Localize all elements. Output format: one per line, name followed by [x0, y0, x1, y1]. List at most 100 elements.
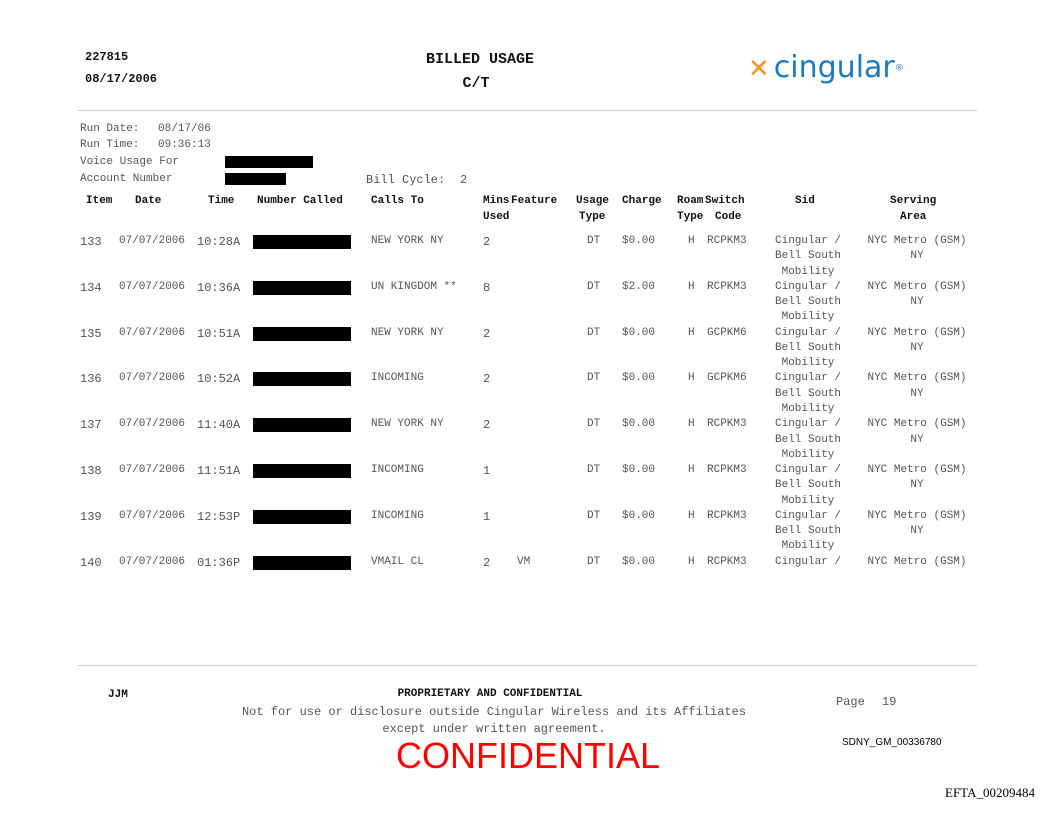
cell-mins: 2: [483, 372, 491, 387]
redaction-number-called: [253, 464, 351, 478]
cell-sid: Cingular /: [774, 555, 842, 568]
redaction-number-called: [253, 509, 351, 524]
cell-sid: Mobility: [781, 265, 835, 278]
cell-sid: Bell South: [774, 433, 842, 446]
cell-sid: Mobility: [781, 311, 835, 324]
footer-divider: [78, 665, 977, 666]
cell-switch-code: RCPKM3: [707, 555, 747, 568]
disclosure-notice-line1: Not for use or disclosure outside Cingul…: [241, 705, 747, 719]
col-switch-code: Code: [715, 211, 742, 223]
cell-roam-type: H: [688, 235, 695, 247]
cell-sid: Cingular /: [774, 372, 842, 385]
cell-roam-type: H: [688, 464, 695, 476]
cell-date: 07/07/2006: [119, 280, 186, 293]
cell-charge: $0.00: [622, 464, 656, 476]
header-divider: [78, 110, 977, 111]
disclosure-notice-line2: except under written agreement.: [382, 722, 606, 736]
col-switch: Switch: [705, 195, 745, 207]
cell-time: 10:28A: [197, 235, 241, 249]
col-usage: Usage: [576, 195, 610, 207]
account-number-label: Account Number: [80, 173, 173, 185]
cell-sid: Mobility: [781, 403, 835, 415]
page-number: 19: [882, 695, 897, 709]
run-date: 08/17/06: [158, 123, 211, 135]
document-id: 227815: [85, 50, 129, 64]
col-calls-to: Calls To: [371, 195, 424, 207]
cell-serving-area: NYC Metro (GSM): [867, 326, 967, 339]
cell-usage-type: DT: [587, 418, 601, 431]
cell-time: 11:51A: [197, 464, 241, 478]
cell-sid: Mobility: [781, 448, 835, 461]
redaction-number-called: [253, 418, 351, 433]
cell-time: 12:53P: [197, 509, 241, 524]
cell-switch-code: RCPKM3: [707, 235, 747, 247]
cell-charge: $0.00: [622, 418, 656, 431]
page-label: Page: [836, 695, 865, 709]
cell-sid: Bell South: [774, 341, 842, 354]
cell-calls-to: INCOMING: [371, 509, 424, 522]
cell-usage-type: DT: [587, 235, 601, 247]
cell-sid: Cingular /: [774, 464, 842, 476]
cell-calls-to: NEW YORK NY: [371, 326, 444, 339]
cell-mins: 2: [483, 326, 491, 341]
cell-serving-area: NY: [910, 479, 924, 492]
cell-date: 07/07/2006: [119, 464, 186, 476]
cell-sid: Mobility: [781, 494, 835, 507]
cell-item: 138: [80, 464, 102, 478]
col-date: Date: [135, 195, 162, 207]
col-number-called: Number Called: [257, 195, 343, 207]
cell-item: 134: [80, 280, 102, 295]
cell-serving-area: NY: [910, 250, 924, 263]
col-serving: Serving: [890, 195, 937, 207]
cell-feature: VM: [517, 555, 531, 568]
cell-switch-code: GCPKM6: [707, 372, 747, 385]
col-area: Area: [900, 211, 927, 223]
redaction-number-called: [253, 280, 351, 295]
run-date-label: Run Date:: [80, 123, 140, 135]
page-title: BILLED USAGE: [425, 51, 535, 68]
col-sid: Sid: [795, 195, 815, 207]
cell-serving-area: NYC Metro (GSM): [867, 280, 967, 293]
cell-switch-code: RCPKM3: [707, 418, 747, 431]
efta-number: EFTA_00209484: [945, 785, 1035, 800]
cell-time: 10:52A: [197, 372, 241, 387]
cell-charge: $0.00: [622, 326, 656, 339]
run-time: 09:36:13: [158, 139, 211, 151]
cell-serving-area: NY: [910, 525, 924, 538]
cell-roam-type: H: [688, 555, 695, 568]
col-charge: Charge: [622, 195, 662, 207]
cell-sid: Bell South: [774, 296, 842, 309]
cell-date: 07/07/2006: [119, 326, 186, 339]
col-roam-type: Type: [677, 211, 704, 223]
cell-serving-area: NYC Metro (GSM): [867, 464, 967, 476]
cell-calls-to: NEW YORK NY: [371, 418, 444, 431]
cell-charge: $0.00: [622, 509, 656, 522]
cell-time: 10:36A: [197, 280, 241, 295]
bates-number: SDNY_GM_00336780: [842, 737, 942, 748]
col-roam: Roam: [677, 195, 704, 207]
cell-switch-code: RCPKM3: [707, 280, 747, 293]
cell-mins: 2: [483, 235, 491, 249]
cell-roam-type: H: [688, 418, 695, 431]
cell-sid: Bell South: [774, 479, 842, 492]
redaction-number-called: [253, 555, 351, 570]
run-time-label: Run Time:: [80, 139, 140, 151]
cell-item: 135: [80, 326, 102, 341]
cell-serving-area: NY: [910, 387, 924, 400]
cell-serving-area: NY: [910, 296, 924, 309]
cell-switch-code: RCPKM3: [707, 509, 747, 522]
cell-date: 07/07/2006: [119, 235, 186, 247]
cell-item: 140: [80, 555, 102, 570]
voice-usage-label: Voice Usage For: [80, 156, 180, 168]
cell-time: 01:36P: [197, 555, 241, 570]
cell-calls-to: VMAIL CL: [371, 555, 424, 568]
footer-initials: JJM: [108, 689, 128, 701]
redaction-voice-usage: [225, 156, 313, 168]
proprietary-notice: PROPRIETARY AND CONFIDENTIAL: [397, 688, 583, 700]
cell-sid: Cingular /: [774, 235, 842, 247]
cell-roam-type: H: [688, 372, 695, 385]
cell-sid: Bell South: [774, 250, 842, 263]
cell-item: 139: [80, 509, 102, 524]
cell-sid: Mobility: [781, 540, 835, 553]
cell-mins: 1: [483, 464, 491, 478]
